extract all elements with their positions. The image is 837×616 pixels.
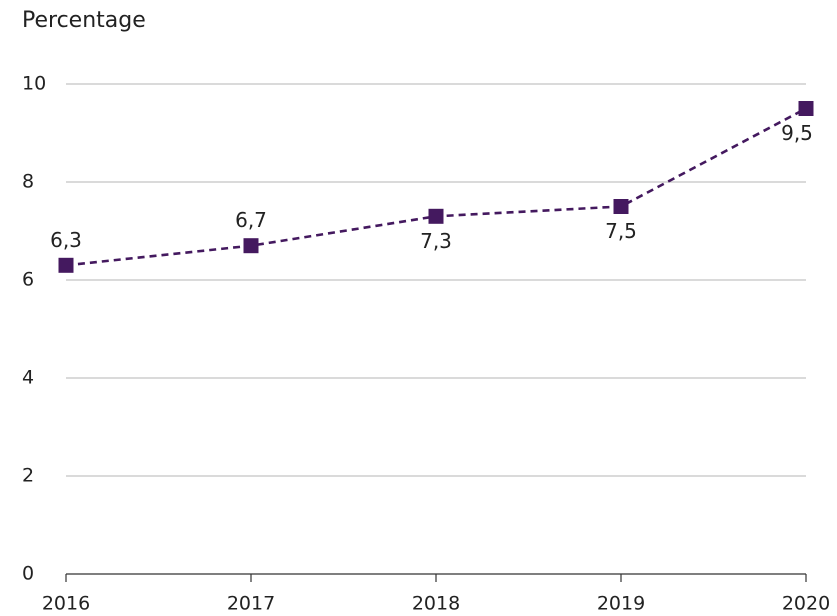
data-label-2018: 7,3	[420, 229, 452, 253]
x-tick-label-2018: 2018	[412, 593, 460, 613]
y-tick-label-2: 2	[22, 465, 34, 487]
data-label-2019: 7,5	[605, 219, 637, 243]
y-tick-label-0: 0	[22, 563, 34, 585]
data-point-2018	[428, 208, 444, 224]
data-point-2016	[58, 257, 74, 273]
data-label-2020: 9,5	[781, 121, 813, 145]
x-tick-label-2019: 2019	[597, 593, 645, 613]
x-tick-label-2016: 2016	[42, 593, 90, 613]
y-tick-label-8: 8	[22, 171, 34, 193]
y-tick-label-6: 6	[22, 269, 34, 291]
y-tick-label-4: 4	[22, 367, 34, 389]
x-tick-label-2017: 2017	[227, 593, 275, 613]
data-label-2016: 6,3	[50, 228, 82, 252]
data-point-2017	[243, 238, 259, 254]
data-point-2019	[613, 199, 629, 214]
data-label-2017: 6,7	[235, 208, 267, 232]
y-axis-label: Percentage	[22, 8, 146, 33]
x-tick-label-2020: 2020	[782, 593, 830, 613]
y-tick-label-10: 10	[22, 73, 46, 95]
data-point-2020	[798, 101, 814, 116]
